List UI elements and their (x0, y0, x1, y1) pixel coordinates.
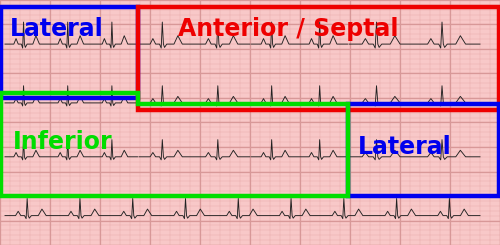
Text: Lateral: Lateral (358, 135, 451, 159)
Text: Anterior / Septal: Anterior / Septal (178, 17, 398, 41)
Text: Lateral: Lateral (10, 17, 104, 41)
Text: Inferior: Inferior (12, 130, 112, 154)
